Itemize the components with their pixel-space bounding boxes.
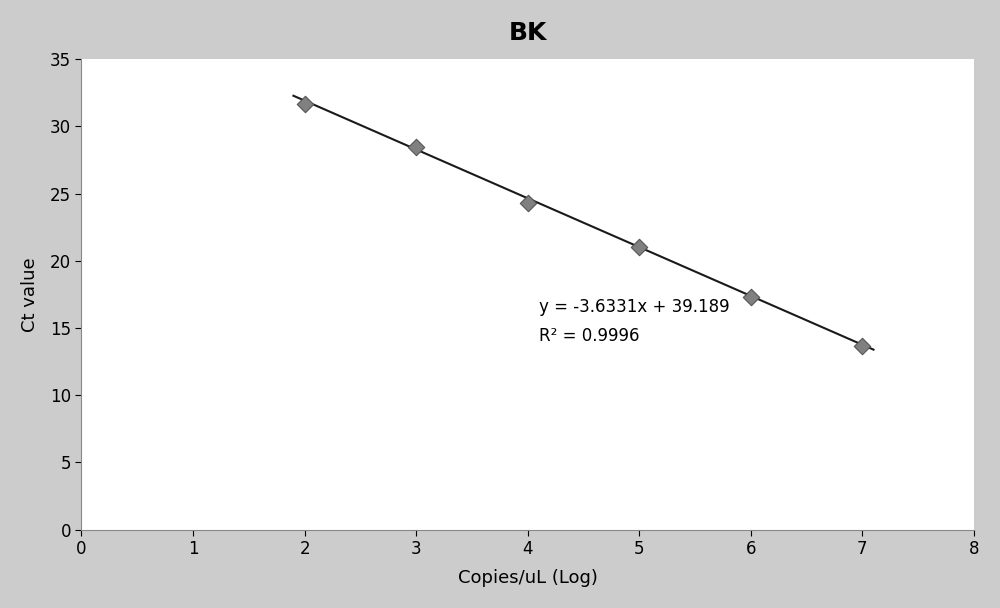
Y-axis label: Ct value: Ct value	[21, 257, 39, 332]
X-axis label: Copies/uL (Log): Copies/uL (Log)	[458, 569, 598, 587]
Text: y = -3.6331x + 39.189
R² = 0.9996: y = -3.6331x + 39.189 R² = 0.9996	[539, 298, 729, 345]
Point	[631, 243, 647, 252]
Point	[743, 292, 759, 302]
Title: BK: BK	[509, 21, 547, 45]
Point	[520, 198, 536, 208]
Point	[408, 142, 424, 151]
Point	[297, 98, 313, 108]
Point	[854, 340, 870, 350]
